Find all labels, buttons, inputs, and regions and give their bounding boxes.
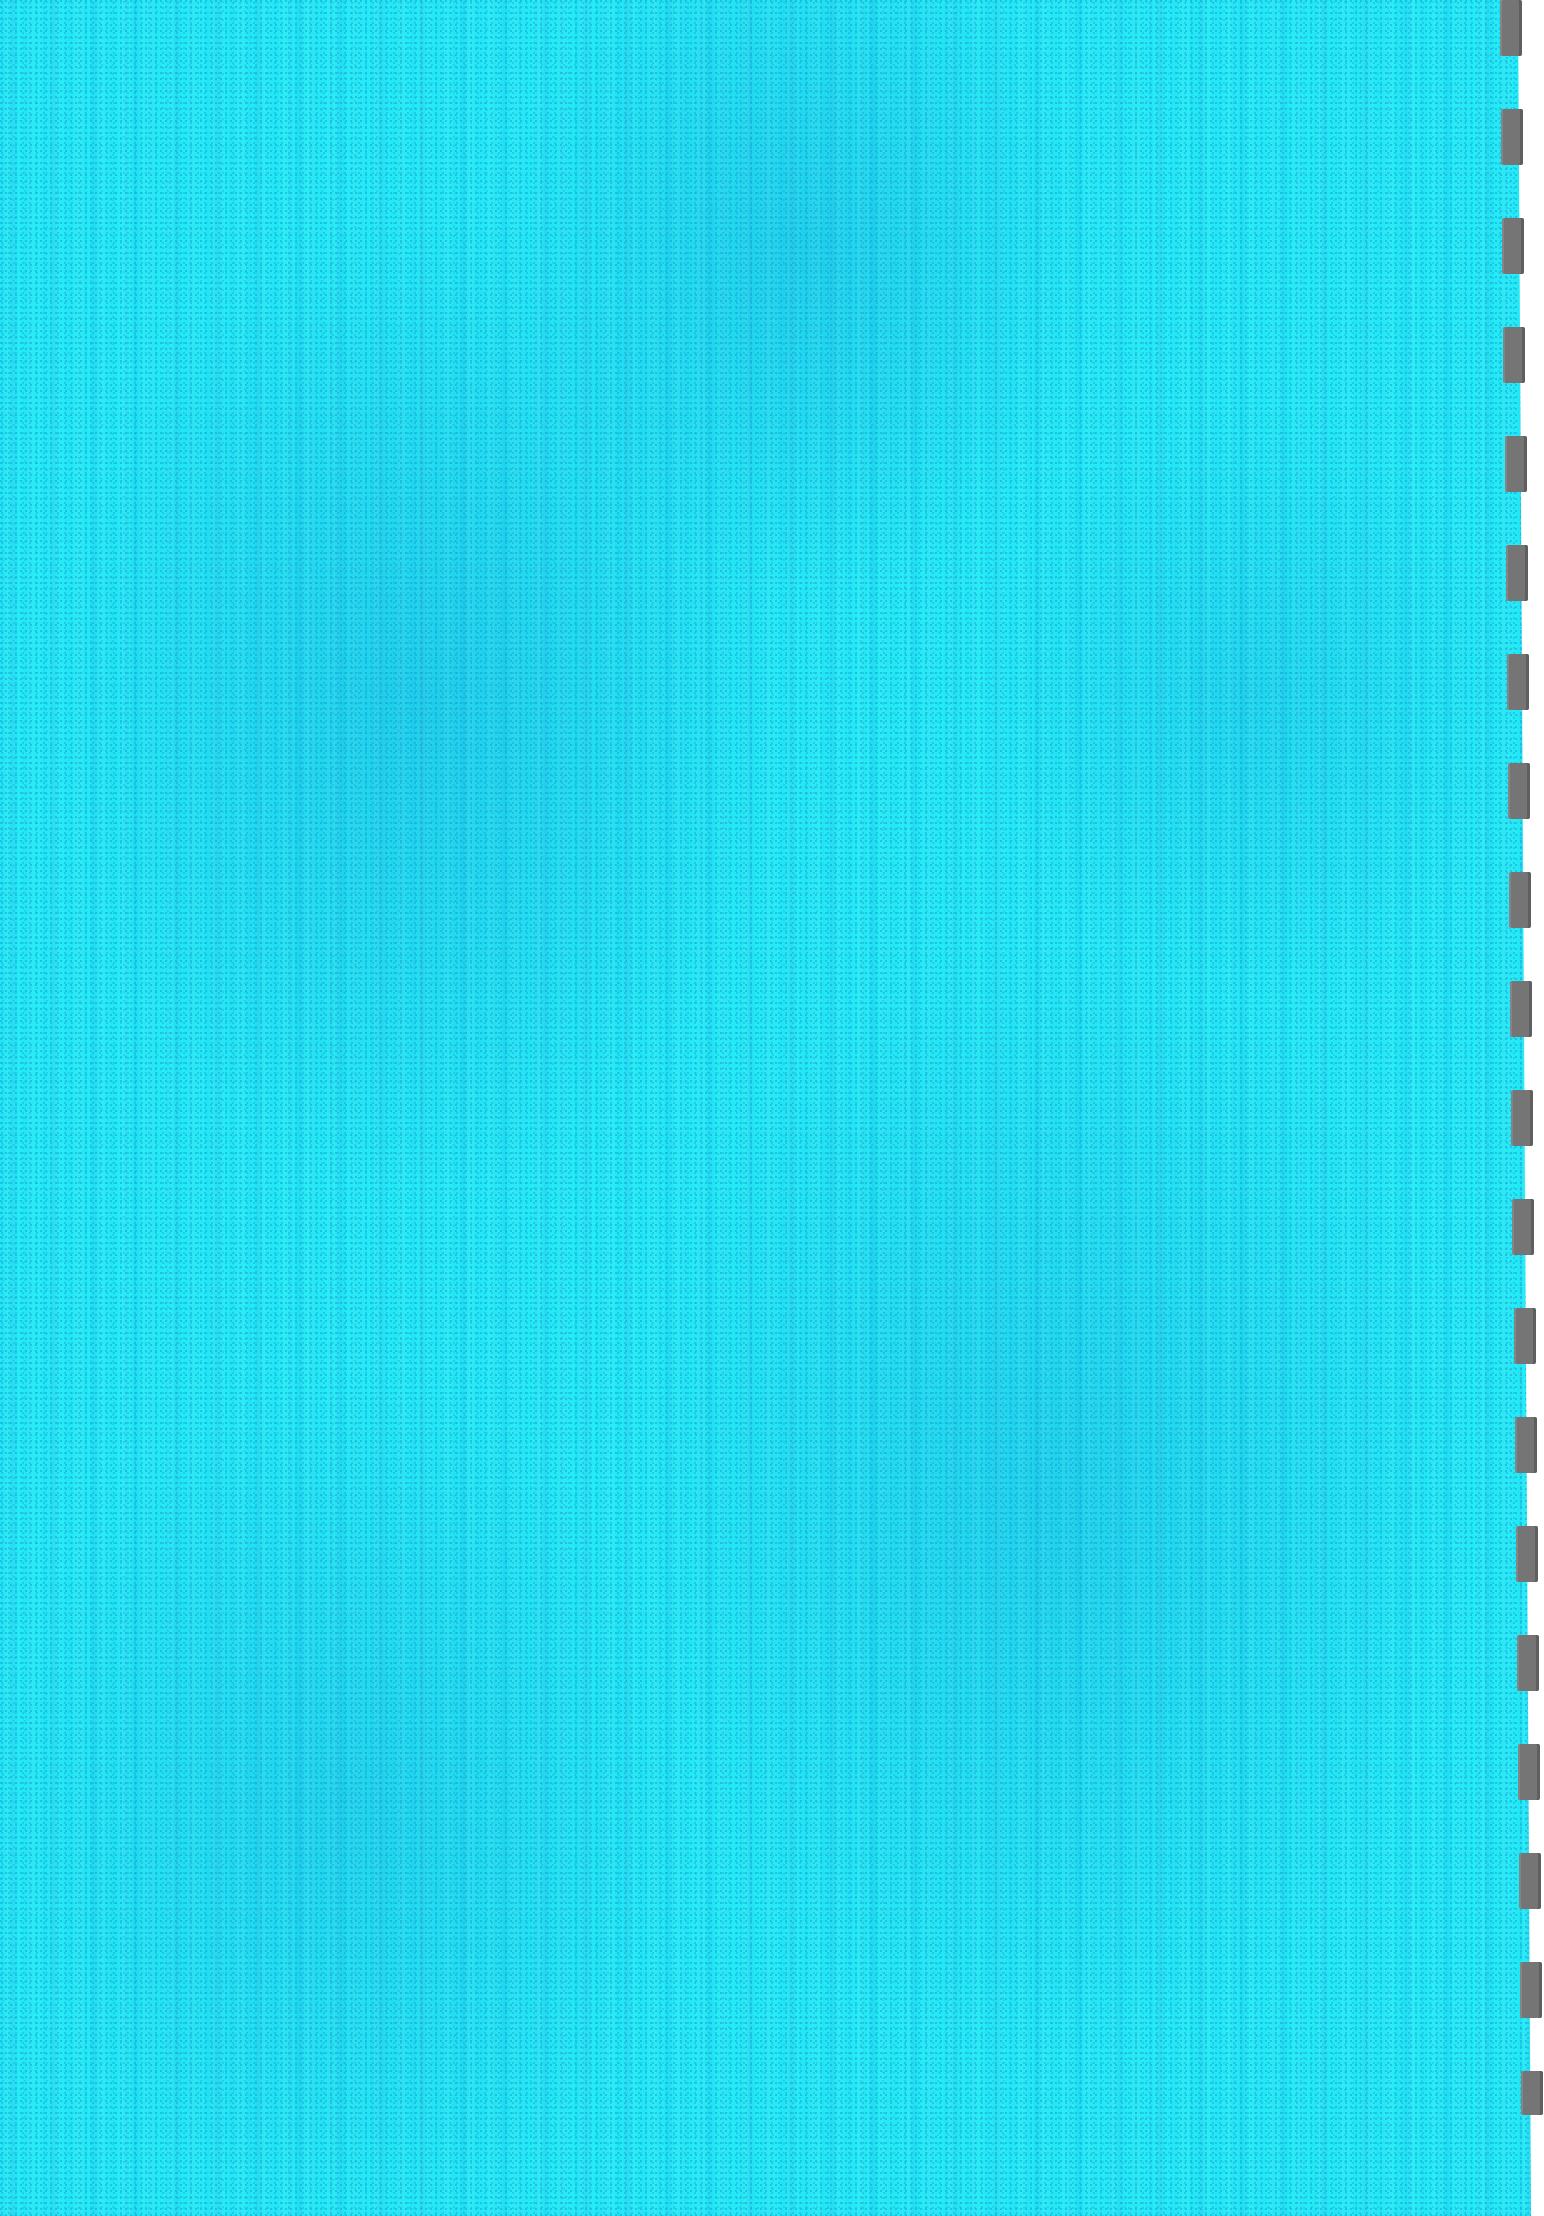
- binding-hole: [1516, 1635, 1539, 1691]
- binding-hole: [1514, 1417, 1537, 1473]
- binding-hole: [1503, 327, 1526, 383]
- binding-hole: [1505, 545, 1528, 601]
- binding-hole: [1510, 981, 1533, 1037]
- binding-hole: [1515, 1526, 1538, 1582]
- binding-hole: [1502, 218, 1525, 274]
- binding-hole: [1511, 1090, 1534, 1146]
- binding-hole: [1512, 1199, 1535, 1255]
- binding-hole: [1507, 763, 1530, 819]
- binding-hole: [1501, 109, 1524, 165]
- binding-hole: [1519, 1853, 1542, 1909]
- binding-hole: [1513, 1308, 1536, 1364]
- binding-hole: [1520, 1962, 1543, 2018]
- binding-hole: [1521, 2071, 1544, 2115]
- binding-hole: [1509, 872, 1532, 928]
- binding-hole: [1518, 1744, 1541, 1800]
- binding-hole: [1504, 436, 1527, 492]
- binding-hole: [1500, 0, 1522, 56]
- binding-hole: [1506, 654, 1529, 710]
